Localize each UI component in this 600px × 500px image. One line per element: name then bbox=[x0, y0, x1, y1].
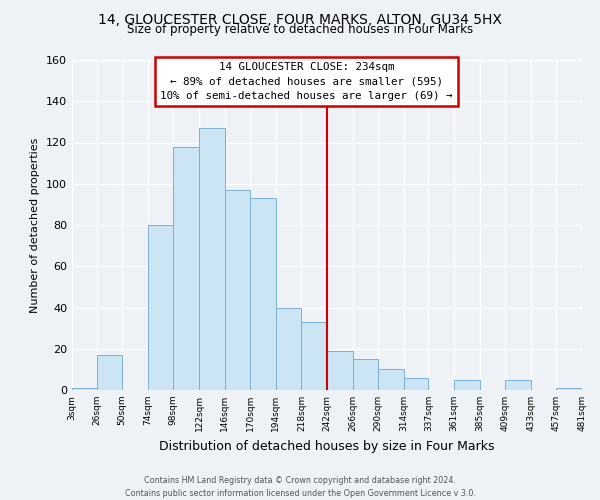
Text: 14, GLOUCESTER CLOSE, FOUR MARKS, ALTON, GU34 5HX: 14, GLOUCESTER CLOSE, FOUR MARKS, ALTON,… bbox=[98, 12, 502, 26]
Bar bbox=[173, 146, 199, 390]
Bar bbox=[353, 359, 378, 390]
Bar bbox=[72, 388, 97, 390]
Bar bbox=[199, 128, 224, 390]
Bar bbox=[224, 190, 250, 390]
Text: Size of property relative to detached houses in Four Marks: Size of property relative to detached ho… bbox=[127, 22, 473, 36]
Bar bbox=[454, 380, 479, 390]
Bar bbox=[327, 351, 353, 390]
Bar bbox=[301, 322, 327, 390]
Bar bbox=[378, 370, 404, 390]
Bar bbox=[276, 308, 301, 390]
Y-axis label: Number of detached properties: Number of detached properties bbox=[31, 138, 40, 312]
Bar bbox=[97, 355, 122, 390]
Bar bbox=[250, 198, 276, 390]
X-axis label: Distribution of detached houses by size in Four Marks: Distribution of detached houses by size … bbox=[159, 440, 495, 452]
Text: 14 GLOUCESTER CLOSE: 234sqm
← 89% of detached houses are smaller (595)
10% of se: 14 GLOUCESTER CLOSE: 234sqm ← 89% of det… bbox=[160, 62, 453, 101]
Bar bbox=[404, 378, 428, 390]
Bar bbox=[556, 388, 582, 390]
Bar bbox=[148, 225, 173, 390]
Text: Contains HM Land Registry data © Crown copyright and database right 2024.
Contai: Contains HM Land Registry data © Crown c… bbox=[125, 476, 475, 498]
Bar bbox=[505, 380, 531, 390]
